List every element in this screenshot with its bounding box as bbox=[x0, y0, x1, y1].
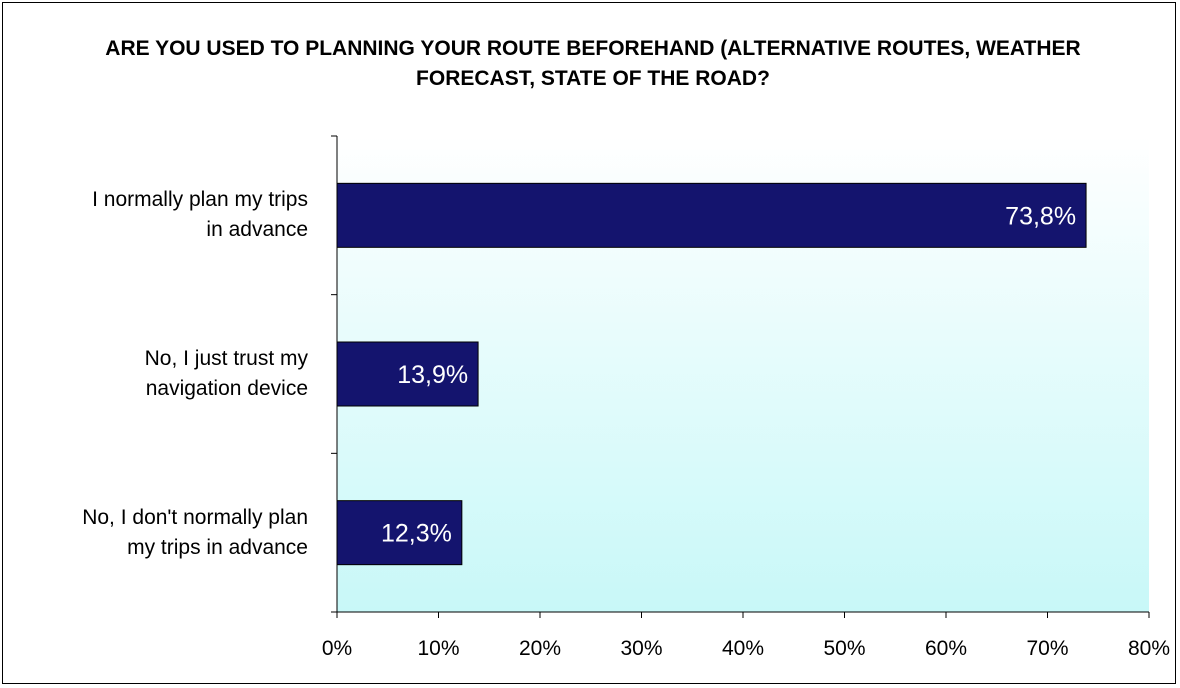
category-label-2: No, I don't normally plan my trips in adv… bbox=[0, 503, 308, 563]
category-label-line: No, I don't normally plan bbox=[82, 505, 308, 529]
x-tick-label: 80% bbox=[1127, 637, 1171, 660]
x-tick-label: 20% bbox=[518, 637, 562, 660]
bar-0 bbox=[336, 182, 1087, 248]
category-label-line: navigation device bbox=[145, 377, 308, 400]
x-tick-label: 60% bbox=[924, 637, 968, 660]
x-tick-label: 0% bbox=[321, 637, 353, 660]
category-label-line: No, I just trust my bbox=[144, 347, 308, 370]
category-label-line: I normally plan my trips bbox=[92, 188, 308, 212]
x-tick-label: 70% bbox=[1026, 637, 1069, 660]
x-tick-label: 50% bbox=[823, 637, 866, 660]
bar-2 bbox=[336, 500, 463, 566]
category-label-0: I normally plan my trips in advance bbox=[0, 185, 308, 245]
bar-value-label-0: 73,8% bbox=[1005, 202, 1076, 230]
chart-title: ARE YOU USED TO PLANNING YOUR ROUTE BEFO… bbox=[105, 37, 1081, 90]
x-tick-label: 30% bbox=[620, 637, 663, 660]
bar-value-label-1: 13,9% bbox=[397, 361, 468, 389]
category-label-1: No, I just trust my navigation device bbox=[0, 344, 308, 404]
category-label-line: in advance bbox=[206, 218, 308, 242]
category-label-line: my trips in advance bbox=[127, 535, 308, 559]
bar-value-label-2: 12,3% bbox=[381, 520, 452, 548]
x-tick-label: 40% bbox=[721, 637, 765, 660]
x-tick-label: 10% bbox=[417, 637, 460, 660]
